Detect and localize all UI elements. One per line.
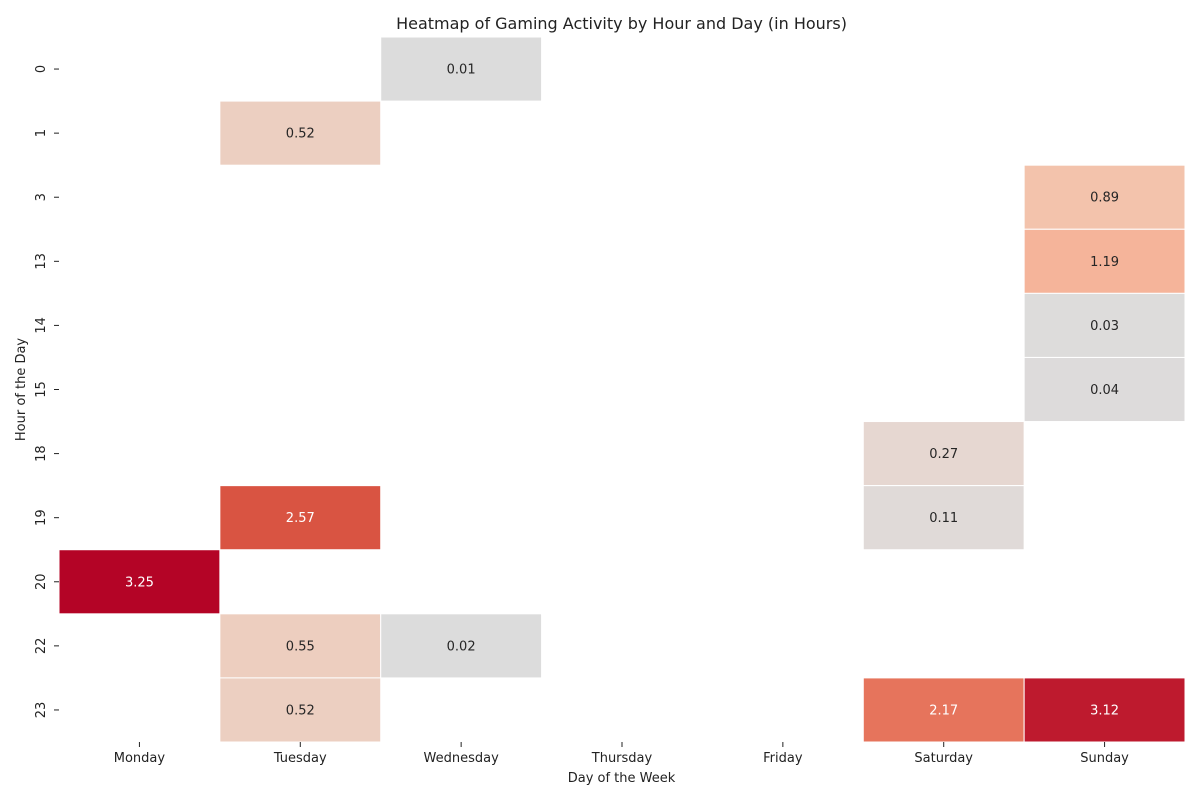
- x-tick-label: Friday: [763, 751, 803, 766]
- heatmap-cell: [1023, 292, 1186, 358]
- heatmap-cell: [219, 100, 382, 166]
- cell-value-label: 0.03: [1090, 319, 1119, 334]
- cell-value-label: 2.17: [929, 703, 958, 718]
- y-tick-label: 18: [34, 445, 49, 462]
- x-tick-label: Thursday: [591, 751, 653, 766]
- heatmap-cell: [862, 485, 1025, 551]
- y-tick-label: 20: [34, 573, 49, 590]
- heatmap-cell: [380, 613, 543, 679]
- x-tick-label: Tuesday: [273, 751, 327, 766]
- cell-value-label: 0.89: [1090, 191, 1119, 206]
- chart-title: Heatmap of Gaming Activity by Hour and D…: [396, 14, 847, 33]
- y-tick-label: 13: [34, 253, 49, 270]
- heatmap-cells: 0.01 0.52 0.89 1.19 0.03 0.04 0.27 2.57 0.11 3.25…: [58, 36, 1186, 743]
- y-tick-label: 19: [34, 509, 49, 526]
- heatmap-cell: [219, 677, 382, 743]
- heatmap-cell: [1023, 164, 1186, 230]
- cell-value-label: 0.55: [286, 639, 315, 654]
- heatmap-cell: [862, 677, 1025, 743]
- y-tick-label: 14: [34, 317, 49, 334]
- cell-value-label: 3.25: [125, 575, 154, 590]
- y-tick-label: 22: [34, 638, 49, 655]
- x-tick-label: Sunday: [1080, 751, 1129, 766]
- y-axis-label: Hour of the Day: [14, 338, 29, 442]
- x-tick-label: Saturday: [914, 751, 973, 766]
- cell-value-label: 0.02: [447, 639, 476, 654]
- x-axis-ticks: Monday Tuesday Wednesday Thursday Friday Satu…: [114, 742, 1129, 766]
- heatmap-cell: [1023, 677, 1186, 743]
- x-tick-label: Wednesday: [424, 751, 500, 766]
- cell-value-label: 1.19: [1090, 255, 1119, 270]
- heatmap-cell: [219, 485, 382, 551]
- heatmap-cell: [1023, 228, 1186, 294]
- heatmap-cell: [1023, 356, 1186, 423]
- cell-value-label: 0.04: [1090, 383, 1119, 398]
- heatmap-cell: [380, 36, 543, 102]
- cell-value-label: 0.52: [286, 127, 315, 142]
- cell-value-label: 3.12: [1090, 703, 1119, 718]
- heatmap-cell: [58, 549, 221, 615]
- y-tick-label: 15: [34, 381, 49, 398]
- cell-value-label: 0.11: [929, 511, 958, 526]
- y-tick-label: 23: [34, 702, 49, 719]
- cell-value-label: 0.01: [447, 63, 476, 78]
- y-tick-label: 1: [34, 129, 49, 137]
- cell-value-label: 0.27: [929, 447, 958, 462]
- cell-value-label: 0.52: [286, 703, 315, 718]
- cell-value-label: 2.57: [286, 511, 315, 526]
- x-tick-label: Monday: [114, 751, 166, 766]
- x-axis-label: Day of the Week: [568, 771, 676, 786]
- y-tick-label: 0: [34, 65, 49, 73]
- y-tick-label: 3: [34, 193, 49, 201]
